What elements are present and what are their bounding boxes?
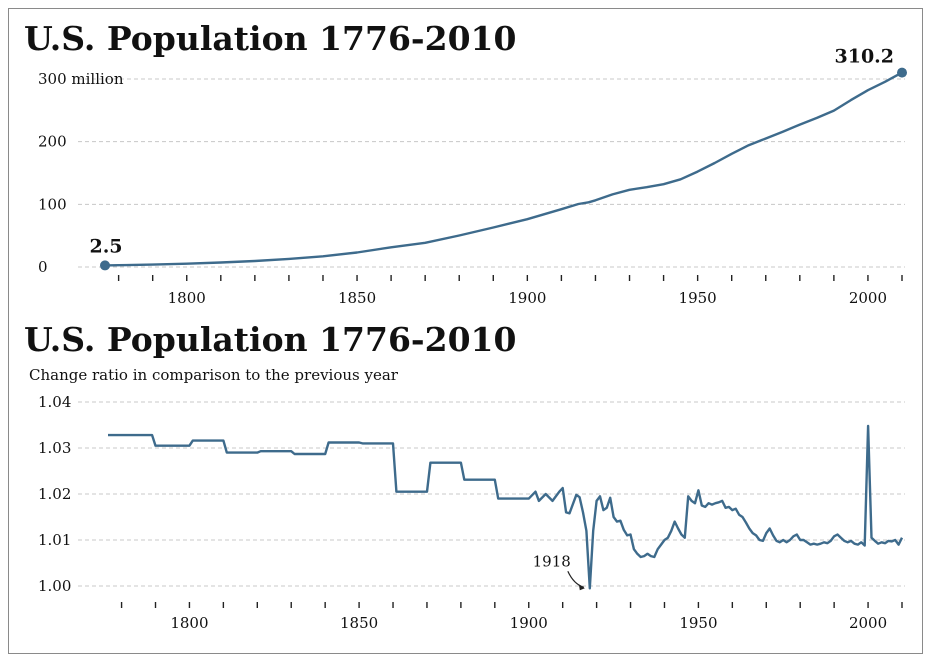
annotations: 2.5 310.2 <box>89 46 907 271</box>
endpoint-label: 2.5 <box>89 235 122 257</box>
y-tick-label: 200 <box>38 133 67 151</box>
endpoint-marker <box>100 260 110 271</box>
endpoint-marker <box>897 67 907 78</box>
y-gridlines <box>78 401 905 587</box>
y-tick-label: 1.02 <box>38 485 71 503</box>
y-tick-label: 1.00 <box>38 577 71 595</box>
series-line-change-ratio <box>108 424 904 590</box>
y-tick-label: 0 <box>38 258 48 276</box>
y-tick-label: 1.01 <box>38 531 71 549</box>
x-tick-label: 1850 <box>340 614 378 632</box>
x-tick-label: 2000 <box>849 289 887 307</box>
chart-frame <box>8 8 923 654</box>
annotation-arrow <box>567 571 585 588</box>
annotations: 1918 <box>533 552 585 591</box>
x-tick-label: 1850 <box>338 289 376 307</box>
chart-change-ratio: U.S. Population 1776-2010 Change ratio i… <box>24 320 905 632</box>
y-tick-label: 1.03 <box>38 439 71 457</box>
x-tick-label: 1800 <box>168 289 206 307</box>
series-line-population <box>104 71 903 267</box>
chart-title: U.S. Population 1776-2010 <box>24 320 516 359</box>
endpoint-label: 310.2 <box>835 46 895 68</box>
chart-subtitle: Change ratio in comparison to the previo… <box>29 366 399 384</box>
y-tick-label: 1.04 <box>38 393 71 411</box>
annotation-label-1918: 1918 <box>533 552 571 570</box>
y-tick-labels: 0 100 200 300 million <box>38 70 124 276</box>
chart-population: U.S. Population 1776-2010 0 100 200 300 mil… <box>24 19 907 307</box>
x-axis: 1800 1850 1900 1950 2000 <box>120 602 903 632</box>
x-tick-label: 1900 <box>510 614 548 632</box>
annotation-arrowhead <box>578 584 585 591</box>
x-tick-label: 1800 <box>170 614 208 632</box>
y-tick-label: 100 <box>38 195 67 213</box>
x-tick-label: 2000 <box>849 614 887 632</box>
x-tick-label: 1950 <box>679 289 717 307</box>
x-axis: 1800 1850 1900 1950 2000 <box>117 275 903 307</box>
y-tick-label: 300 million <box>38 70 124 88</box>
y-tick-labels: 1.00 1.01 1.02 1.03 1.04 <box>38 393 71 595</box>
x-tick-label: 1950 <box>679 614 717 632</box>
y-gridlines <box>78 78 905 268</box>
x-tick-label: 1900 <box>508 289 546 307</box>
chart-title: U.S. Population 1776-2010 <box>24 19 516 58</box>
